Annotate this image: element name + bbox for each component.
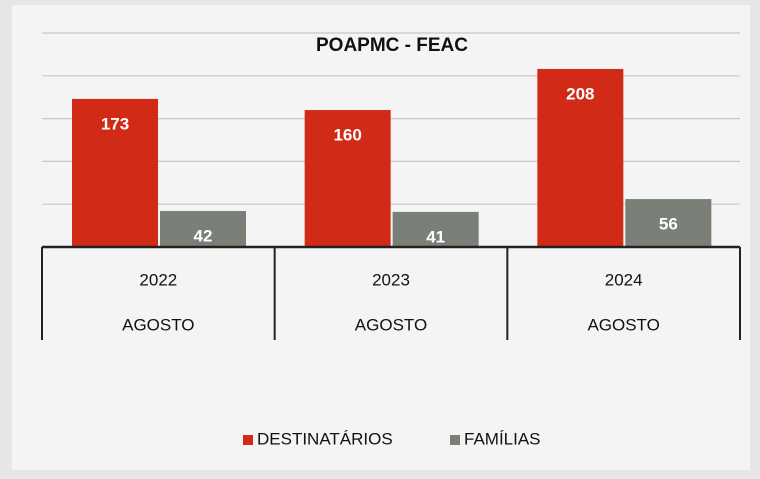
bar (392, 211, 479, 247)
x-tick-sublabel: AGOSTO (587, 315, 659, 334)
x-tick-sublabel: AGOSTO (122, 315, 194, 334)
data-label: 160 (333, 126, 361, 145)
legend-label: FAMÍLIAS (464, 429, 541, 448)
x-tick-sublabel: AGOSTO (355, 315, 427, 334)
data-label: 42 (194, 227, 213, 246)
legend-swatch (243, 435, 253, 445)
bar (72, 98, 158, 247)
chart-title: POAPMC - FEAC (316, 35, 468, 56)
x-tick-label: 2022 (139, 270, 177, 289)
bar (160, 211, 246, 247)
x-tick-label: 2024 (605, 270, 643, 289)
x-tick-label: 2023 (372, 270, 410, 289)
bar (304, 110, 391, 247)
data-label: 41 (426, 227, 445, 246)
data-label: 208 (566, 84, 594, 103)
legend-label: DESTINATÁRIOS (257, 429, 393, 448)
legend-swatch (450, 435, 460, 445)
bar (537, 68, 624, 248)
bar (625, 199, 712, 247)
data-label: 173 (101, 114, 129, 133)
data-label: 56 (659, 215, 678, 234)
